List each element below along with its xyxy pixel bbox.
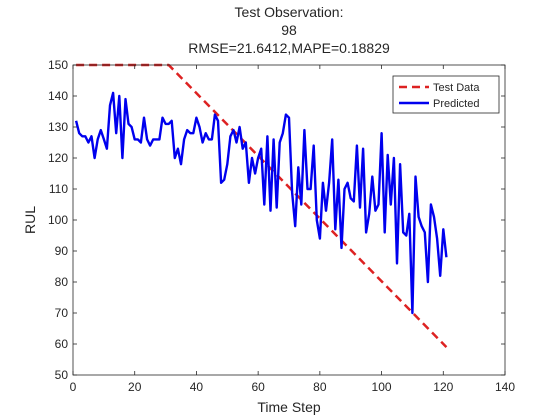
legend: Test Data Predicted (392, 75, 500, 114)
series-predicted-line (74, 91, 448, 315)
chart-title-line: RMSE=21.6412,MAPE=0.18829 (188, 40, 390, 56)
x-tick-label: 0 (70, 380, 77, 394)
y-tick-label: 60 (55, 337, 69, 351)
y-tick-label: 110 (49, 182, 68, 196)
y-tick-label: 100 (48, 213, 68, 227)
chart-title-line: 98 (281, 22, 297, 38)
x-tick-label: 20 (128, 380, 142, 394)
legend-box (392, 75, 500, 114)
y-tick-label: 150 (48, 58, 68, 72)
axes (72, 64, 506, 376)
x-tick-label: 100 (372, 380, 392, 394)
y-tick-label: 80 (55, 275, 69, 289)
y-tick-label: 50 (55, 368, 69, 382)
x-tick-label: 80 (313, 380, 327, 394)
tick-labels: 0 20 40 60 80 100 120 140 50 60 70 80 90 100 110 120 130… (48, 58, 515, 394)
y-tick-label: 140 (48, 89, 68, 103)
chart-title-line: Test Observation: (235, 4, 344, 20)
y-axis-label: RUL (22, 206, 38, 234)
x-tick-label: 120 (433, 380, 453, 394)
x-tick-label: 60 (251, 380, 265, 394)
y-tick-label: 120 (48, 151, 68, 165)
legend-label: Predicted (433, 98, 479, 110)
x-tick-label: 140 (495, 380, 515, 394)
y-tick-label: 130 (48, 120, 68, 134)
legend-label: Test Data (433, 82, 480, 94)
chart-title: Test Observation: 98 RMSE=21.6412,MAPE=0.1… (188, 4, 390, 56)
x-axis-label: Time Step (257, 399, 320, 415)
y-tick-label: 90 (55, 244, 69, 258)
x-tick-label: 40 (190, 380, 204, 394)
y-tick-label: 70 (55, 306, 69, 320)
